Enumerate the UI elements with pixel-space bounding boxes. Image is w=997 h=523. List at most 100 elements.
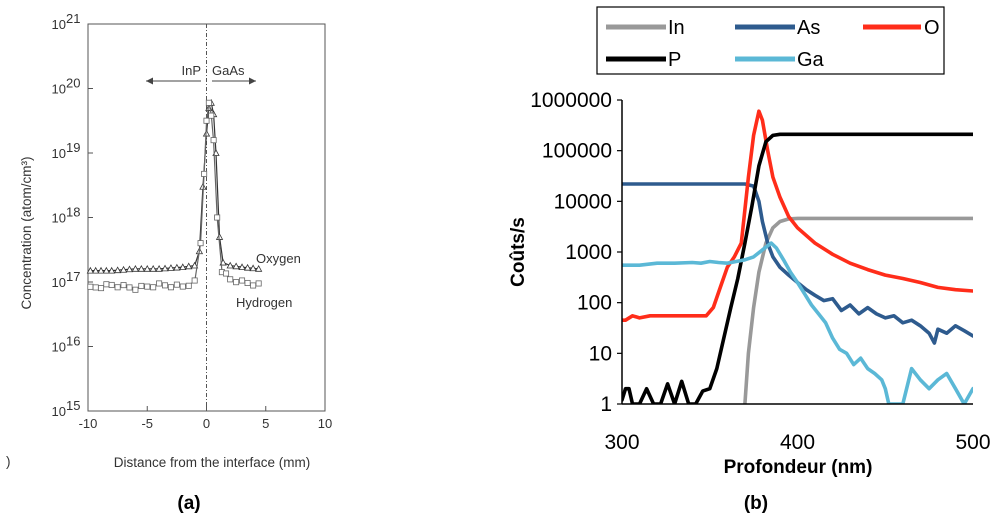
chart-b-ylabel: Coûts/s [508, 217, 529, 287]
x-tick-label: 0 [203, 416, 210, 431]
chart-b-ticks: 300 400 500 1 10 100 1000 10000 100000 1000000 [530, 89, 990, 454]
point-oxygen [179, 263, 187, 271]
point-hydrogen [114, 284, 121, 291]
point-hydrogen [150, 284, 157, 291]
point-oxygen [254, 264, 263, 272]
y-tick-label: 1000000 [530, 89, 612, 112]
point-hydrogen [92, 284, 99, 291]
y-tick-label: 10 [52, 211, 66, 226]
point-hydrogen [108, 281, 115, 288]
y-tick-label: 10 [52, 82, 66, 97]
legend-item-p: P [606, 49, 681, 71]
series-line-as [622, 182, 973, 345]
y-tick-label: 10 [589, 342, 612, 365]
point-oxygen [238, 263, 246, 271]
point-oxygen [125, 265, 134, 273]
legend-label-in: In [668, 17, 685, 39]
point-hydrogen [214, 214, 221, 221]
legend-box [596, 6, 945, 75]
gaas-arrowhead [249, 77, 256, 85]
legend-label-ga: Ga [797, 49, 825, 71]
point-oxygen [185, 262, 193, 270]
series-line-ga [622, 241, 973, 404]
stray-mark: ) [6, 454, 11, 469]
chart-a-series [86, 98, 263, 293]
point-oxygen [173, 263, 181, 271]
point-oxygen [149, 264, 157, 272]
chart-a-xlabel: Distance from the interface (mm) [114, 455, 311, 470]
series-line-oxygen [90, 100, 259, 272]
panel-label-b: (b) [744, 493, 768, 514]
y-tick-exponent: 20 [66, 76, 80, 91]
chart-a-plot-frame [87, 23, 326, 412]
x-tick-label: 300 [604, 431, 639, 454]
point-hydrogen [98, 285, 105, 292]
point-hydrogen [132, 286, 139, 293]
chart-a-ylabel: Concentration (atom/cm³) [19, 156, 34, 309]
series-line-in [743, 216, 973, 404]
point-hydrogen [144, 283, 151, 290]
y-tick-exponent: 18 [66, 205, 80, 220]
panel-label-a: (a) [177, 493, 200, 514]
point-hydrogen [201, 170, 208, 177]
x-tick-label: 400 [780, 431, 815, 454]
series-line-p [622, 132, 973, 404]
point-oxygen [232, 262, 240, 270]
point-oxygen [167, 264, 175, 271]
point-hydrogen [223, 270, 230, 277]
point-oxygen [113, 266, 122, 274]
chart-b-xlabel: Profondeur (nm) [724, 457, 873, 478]
point-oxygen [131, 264, 140, 272]
point-hydrogen [255, 280, 262, 287]
point-hydrogen [167, 284, 174, 291]
y-tick-label: 1 [600, 393, 612, 416]
y-tick-label: 100 [577, 292, 612, 315]
point-oxygen [102, 266, 111, 274]
point-oxygen [143, 264, 151, 272]
legend-label-as: As [797, 17, 820, 39]
series-label-oxygen: Oxygen [256, 251, 301, 266]
legend-item-o: O [863, 17, 940, 39]
x-tick-label: -5 [141, 416, 153, 431]
y-tick-exponent: 15 [66, 398, 80, 413]
point-oxygen [86, 266, 95, 274]
legend-item-in: In [606, 17, 685, 39]
point-oxygen [97, 266, 105, 274]
inp-arrowhead [146, 77, 153, 85]
legend-item-as: As [735, 17, 820, 39]
point-hydrogen [210, 137, 217, 144]
point-hydrogen [208, 112, 215, 119]
region-label-inp: InP [181, 63, 201, 78]
legend-label-p: P [668, 49, 681, 71]
point-oxygen [92, 266, 100, 274]
point-hydrogen [250, 282, 257, 289]
y-tick-label: 100000 [542, 140, 612, 163]
point-oxygen [108, 266, 116, 274]
y-tick-label: 10 [52, 17, 66, 32]
point-oxygen [243, 263, 252, 271]
point-hydrogen [185, 282, 192, 289]
point-hydrogen [138, 282, 145, 289]
point-hydrogen [197, 240, 204, 247]
point-hydrogen [87, 283, 94, 290]
x-tick-label: 500 [955, 431, 990, 454]
region-label-gaas: GaAs [212, 63, 245, 78]
point-hydrogen [103, 281, 110, 288]
y-tick-label: 10000 [554, 190, 612, 213]
point-hydrogen [162, 282, 169, 289]
chart-b: 300 400 500 1 10 100 1000 10000 100000 1000000 In… [508, 6, 991, 514]
point-hydrogen [191, 277, 198, 284]
y-tick-label: 10 [52, 340, 66, 355]
point-oxygen [137, 264, 145, 272]
x-tick-label: 5 [262, 416, 269, 431]
point-hydrogen [179, 283, 186, 290]
y-tick-exponent: 17 [66, 269, 80, 284]
point-hydrogen [120, 282, 127, 289]
y-tick-label: 10 [52, 275, 66, 290]
point-oxygen [161, 264, 169, 272]
y-tick-exponent: 19 [66, 140, 80, 155]
point-oxygen [155, 264, 163, 272]
